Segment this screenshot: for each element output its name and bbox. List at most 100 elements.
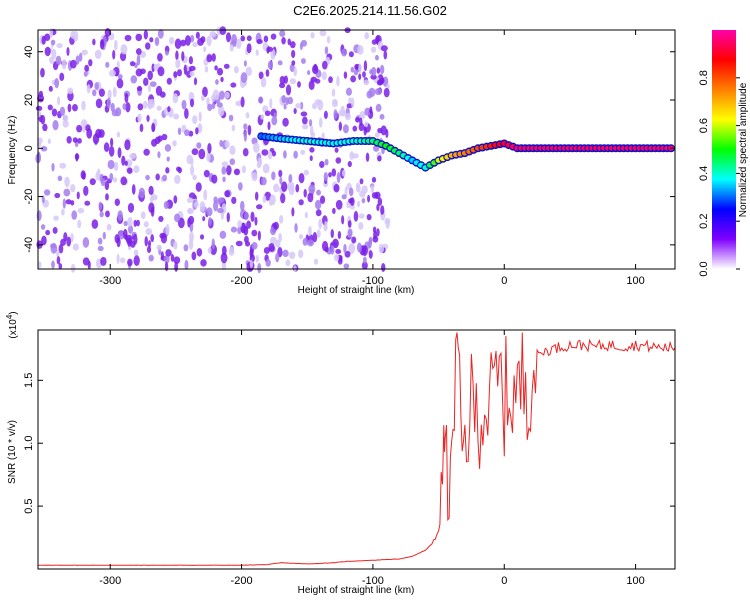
spectrogram-noise-cell: [84, 124, 91, 131]
spectrogram-noise-cell: [41, 195, 45, 204]
spectrogram-noise-cell: [100, 256, 107, 266]
spectrogram-noise-cell: [270, 48, 276, 60]
spectrogram-noise-cell: [334, 147, 339, 153]
spectrogram-noise-cell: [230, 226, 238, 233]
spectrogram-noise-cell: [73, 30, 79, 42]
spectrogram-noise-cell: [67, 87, 74, 95]
spectrogram-noise-cell: [209, 31, 217, 38]
spectrogram-noise-cell: [333, 183, 340, 193]
spectrogram-noise-cell: [377, 197, 383, 206]
spectrogram-noise-cell: [110, 137, 114, 147]
spectrogram-x-label: Height of straight line (km): [298, 285, 415, 296]
spectrogram-noise-cell: [137, 103, 144, 111]
colorbar-label: Normalized spectral amplitude: [738, 82, 749, 217]
spectrogram-noise-cell: [358, 222, 364, 230]
spectrogram-noise-cell: [302, 123, 309, 130]
spectrogram-noise-cell: [195, 127, 199, 135]
spectrogram-noise-cell: [145, 228, 153, 236]
spectrogram-noise-cell: [163, 201, 169, 209]
spectrogram-noise-cell: [255, 255, 259, 263]
spectrogram-noise-cell: [355, 117, 360, 123]
spectrogram-noise-cell: [143, 148, 150, 156]
spectrogram-noise-cell: [40, 224, 46, 230]
spectrogram-noise-cell: [83, 71, 88, 77]
spectrogram-noise-cell: [103, 142, 110, 153]
spectrogram-noise-cell: [52, 120, 59, 131]
spectrogram-noise-cell: [223, 63, 230, 69]
spectrogram-noise-cell: [146, 114, 150, 122]
spectrogram-noise-cell: [72, 243, 80, 251]
spectrogram-noise-cell: [154, 36, 160, 46]
spectrogram-noise-cell: [337, 231, 342, 239]
spectrogram-noise-cell: [127, 217, 133, 227]
spectrogram-noise-cell: [294, 222, 298, 233]
spectrogram-noise-cell: [330, 229, 334, 239]
spectrogram-noise-cell: [263, 247, 271, 254]
spectrogram-noise-cell: [211, 102, 216, 110]
spectrogram-noise-cell: [267, 151, 273, 160]
snr-y-tick-label: 1.0: [23, 436, 35, 451]
spectrogram-noise-cell: [157, 135, 163, 142]
spectrogram-noise-cell: [298, 249, 304, 259]
spectrogram-noise-cell: [180, 39, 187, 47]
spectrogram-noise-cell: [61, 59, 67, 70]
spectrogram-noise-cell: [374, 88, 382, 96]
spectrogram-noise-cell: [133, 249, 139, 257]
spectrogram-noise-cell: [233, 168, 240, 176]
spectrogram-noise-cell: [155, 173, 160, 181]
spectrogram-noise-cell: [381, 263, 386, 272]
spectrogram-noise-cell: [67, 103, 72, 113]
spectrogram-noise-cell: [83, 185, 89, 197]
spectrogram-noise-cell: [249, 259, 254, 269]
spectrogram-noise-cell: [280, 193, 286, 204]
spectrogram-noise-cell: [302, 116, 308, 125]
spectrogram-noise-cell: [136, 54, 141, 66]
spectrogram-noise-cell: [164, 50, 169, 56]
spectrogram-noise-cell: [120, 176, 128, 186]
spectrogram-noise-cell: [359, 178, 364, 185]
spectrogram-noise-cell: [183, 244, 189, 252]
spectrogram-noise-cell: [257, 262, 262, 274]
spectrogram-noise-cell: [57, 175, 63, 182]
spectrogram-noise-cell: [279, 176, 283, 185]
spectrogram-noise-cell: [300, 111, 308, 117]
spectrogram-noise-cell: [363, 60, 368, 72]
spectrogram-noise-cell: [164, 144, 172, 152]
spectrogram-noise-cell: [143, 221, 149, 228]
spectrogram-noise-cell: [200, 95, 205, 102]
spectrogram-noise-cell: [107, 159, 115, 170]
spectrogram-noise-cell: [207, 103, 213, 112]
spectrogram-noise-cell: [88, 59, 93, 67]
spectrogram-noise-cell: [92, 89, 97, 97]
spectrogram-noise-cell: [278, 169, 283, 178]
spectrogram-noise-cell: [257, 230, 261, 241]
spectrogram-noise-cell: [40, 114, 46, 125]
spectrogram-noise-cell: [149, 81, 157, 87]
spectrogram-noise-cell: [112, 86, 117, 98]
spectrogram-noise-cell: [51, 48, 57, 60]
spectrogram-noise-cell: [191, 148, 199, 156]
spectrogram-noise-cell: [116, 131, 121, 138]
spectrogram-noise-cell: [358, 73, 362, 80]
spectrogram-noise-cell: [308, 80, 315, 91]
spectrogram-noise-cell: [125, 102, 131, 113]
spectrogram-noise-cell: [143, 29, 148, 40]
spectrogram-noise-cell: [299, 233, 303, 240]
spectrogram-noise-cell: [257, 157, 263, 167]
spectrogram-noise-cell: [147, 70, 153, 81]
spectrogram-noise-cell: [371, 176, 377, 183]
spectrogram-noise-cell: [348, 97, 352, 104]
spectrogram-noise-cell: [155, 85, 163, 96]
spectrogram-noise-cell: [77, 207, 85, 214]
snr-x-tick-label: -100: [362, 575, 384, 587]
spectrogram-noise-cell: [363, 79, 370, 86]
spectrogram-noise-cell: [104, 180, 110, 191]
spectrogram-noise-cell: [129, 61, 136, 67]
spectrogram-noise-cell: [253, 142, 260, 154]
spectrogram-noise-cell: [203, 169, 210, 178]
spectrogram-noise-cell: [207, 142, 212, 154]
spectrogram-noise-cell: [310, 131, 316, 139]
spectrogram-noise-cell: [335, 199, 343, 210]
spectrogram-noise-cell: [56, 42, 63, 49]
spectrogram-noise-cell: [172, 140, 177, 147]
